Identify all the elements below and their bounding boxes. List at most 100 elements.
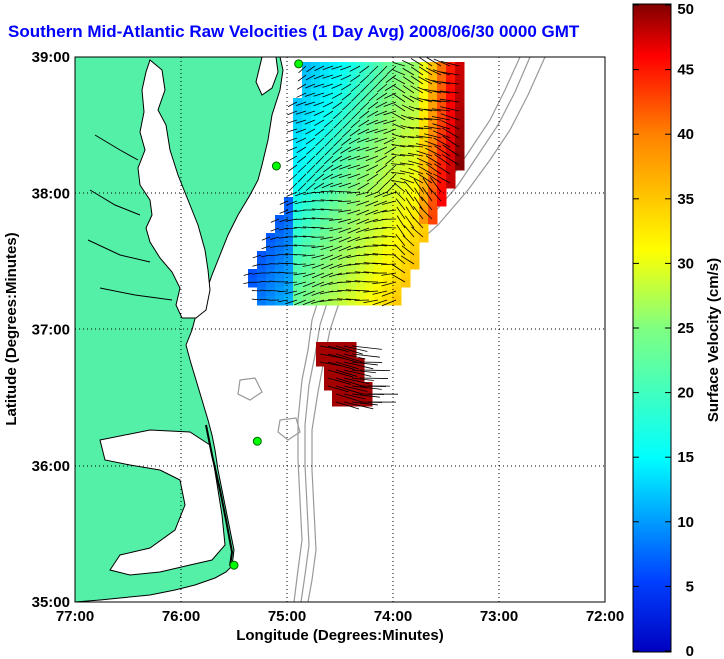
velocity-arrow (305, 128, 316, 135)
colorbar (632, 3, 672, 653)
velocity-cell (383, 62, 393, 72)
velocity-cell (410, 188, 420, 198)
velocity-cell (365, 296, 375, 306)
velocity-arrow (393, 254, 406, 265)
velocity-cell (428, 125, 438, 135)
velocity-cell (428, 152, 438, 162)
y-tick-label: 35:00 (32, 594, 70, 611)
velocity-arrow (410, 66, 424, 76)
velocity-cell (293, 179, 303, 189)
velocity-arrow (342, 119, 352, 129)
velocity-arrow (286, 137, 298, 142)
velocity-cell (401, 251, 411, 261)
velocity-cell (284, 197, 294, 207)
velocity-arrow (342, 110, 352, 120)
velocity-arrow (417, 86, 433, 94)
velocity-cell (293, 233, 303, 243)
velocity-cell (302, 260, 312, 270)
velocity-cell (437, 62, 447, 72)
velocity-cell (356, 62, 366, 72)
velocity-cell (302, 179, 312, 189)
velocity-arrow (405, 188, 415, 202)
velocity-cell (446, 107, 456, 117)
velocity-cell (383, 116, 393, 126)
velocity-arrow (408, 116, 424, 121)
velocity-arrow (298, 65, 307, 74)
velocity-cell (446, 125, 456, 135)
velocity-arrow (324, 128, 334, 138)
velocity-cell (338, 107, 348, 117)
velocity-arrow (311, 272, 325, 279)
velocity-cell (419, 170, 429, 180)
velocity-arrow (338, 218, 352, 223)
velocity-arrow (386, 173, 397, 185)
velocity-cell (401, 215, 411, 225)
velocity-cells-north (248, 62, 465, 306)
velocity-arrow (320, 190, 334, 193)
velocity-arrow (269, 290, 280, 292)
velocity-arrow (320, 281, 334, 287)
velocity-cell (365, 98, 375, 108)
velocity-arrow (351, 361, 378, 366)
velocity-arrow (311, 245, 325, 249)
velocity-cell (284, 242, 294, 252)
velocity-cell (329, 242, 339, 252)
velocity-cell (374, 116, 384, 126)
velocity-cell (392, 62, 402, 72)
velocity-arrow (423, 117, 442, 121)
velocity-arrow (293, 281, 307, 286)
velocity-arrow (293, 272, 307, 276)
velocity-arrow (305, 137, 316, 145)
velocity-arrow (377, 74, 388, 84)
velocity-arrow (340, 146, 352, 154)
velocity-arrow (335, 377, 365, 388)
velocity-arrow (335, 369, 358, 377)
velocity-cell (374, 89, 384, 99)
velocity-cell (293, 251, 303, 261)
velocity-arrow (363, 262, 379, 265)
radar-station-marker (252, 436, 262, 446)
velocity-cell (338, 260, 348, 270)
velocity-cell (347, 98, 357, 108)
velocity-cell (320, 161, 330, 171)
velocity-arrow (410, 58, 424, 67)
velocity-cell (428, 89, 438, 99)
velocity-arrow (332, 101, 343, 110)
velocity-arrow (322, 74, 334, 79)
velocity-arrow (306, 146, 316, 155)
velocity-arrow (394, 190, 406, 202)
velocity-arrow (392, 69, 406, 76)
velocity-cell (257, 269, 267, 279)
velocity-arrow (319, 299, 334, 302)
velocity-cell (374, 125, 384, 135)
colorbar-tick-label: 35 (677, 191, 694, 208)
velocity-cell (392, 152, 402, 162)
velocity-cell (320, 98, 330, 108)
velocity-arrow (278, 299, 289, 303)
velocity-arrow (441, 127, 460, 139)
velocity-cell (311, 197, 321, 207)
chesapeake-bay (137, 59, 211, 319)
y-tick-label: 37:00 (32, 322, 70, 339)
velocity-cell (338, 98, 348, 108)
velocity-arrow (337, 289, 352, 292)
velocity-arrow (375, 101, 388, 109)
velocity-cell (320, 134, 330, 144)
velocity-arrow (335, 393, 361, 402)
velocity-cell (329, 197, 339, 207)
velocity-arrow (408, 105, 424, 112)
velocity-cell (365, 206, 375, 216)
velocity-arrow (392, 264, 406, 274)
velocity-cell (311, 134, 321, 144)
velocity-cell (329, 80, 339, 90)
velocity-cell (428, 71, 438, 81)
velocity-arrow (364, 218, 379, 224)
velocity-cell (302, 224, 312, 234)
velocity-cell (338, 134, 348, 144)
velocity-arrow (313, 74, 325, 80)
velocity-cell (302, 116, 312, 126)
velocity-arrow (412, 216, 424, 229)
velocity-cell (302, 170, 312, 180)
velocity-arrow (391, 133, 406, 139)
velocity-cell (302, 125, 312, 135)
